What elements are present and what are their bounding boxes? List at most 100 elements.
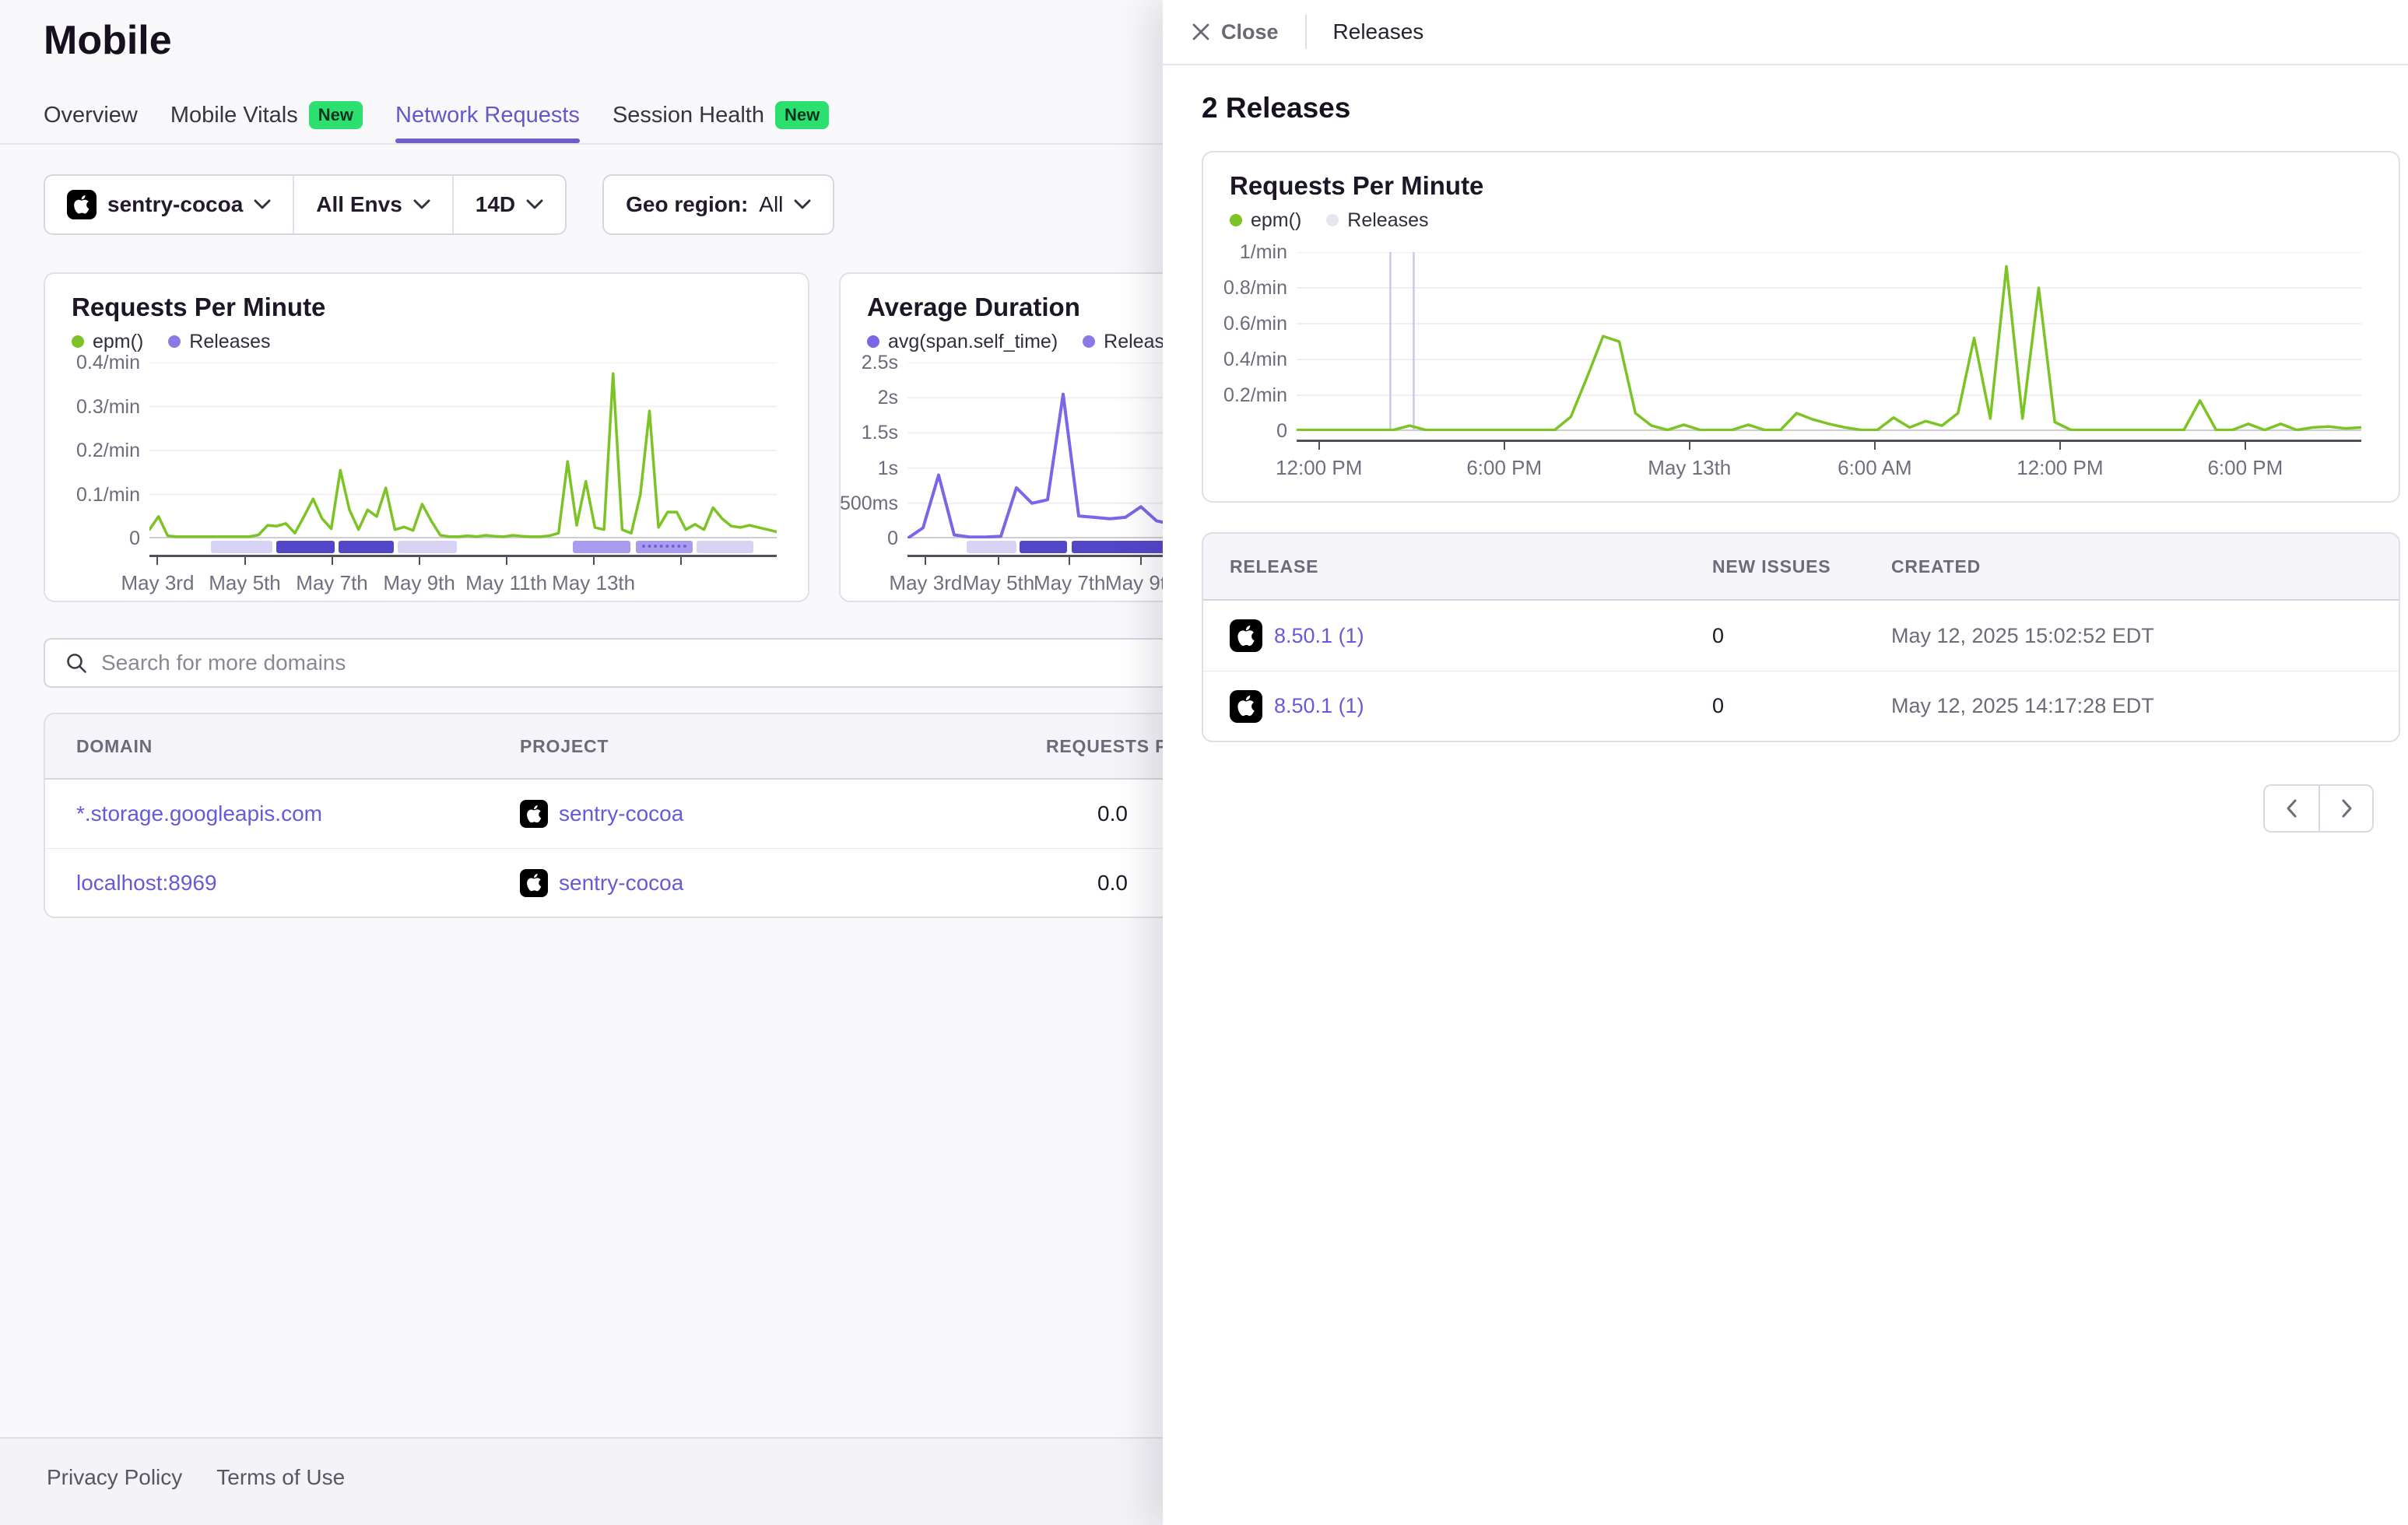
legend-item-epm-[interactable]: epm()	[1230, 209, 1301, 232]
y-tick-label: 1/min	[1239, 241, 1287, 263]
releases-count-heading: 2 Releases	[1202, 92, 1351, 124]
apple-icon	[520, 800, 548, 828]
apple-icon	[520, 868, 548, 897]
release-band[interactable]	[339, 541, 394, 553]
close-button[interactable]: Close	[1191, 20, 1279, 44]
release-band[interactable]	[398, 541, 457, 553]
chart-plot[interactable]	[1297, 252, 2361, 431]
table-row: *.storage.googleapis.com sentry-cocoa 0.0	[45, 780, 2346, 848]
release-band[interactable]	[573, 541, 631, 553]
legend-item-releases[interactable]: Releases	[168, 330, 271, 353]
y-tick-label: 0	[129, 528, 140, 549]
releases-table-header: RELEASE NEW ISSUES CREATED	[1203, 534, 2399, 601]
y-axis: 1/min 0.8/min 0.6/min 0.4/min 0.2/min 0	[1222, 241, 1297, 442]
release-bands-track	[907, 541, 1515, 553]
privacy-policy-link[interactable]: Privacy Policy	[47, 1465, 183, 1489]
col-header-created[interactable]: CREATED	[1891, 556, 1982, 577]
geo-region-selector[interactable]: Geo region: All	[604, 176, 833, 233]
x-tick-label: May 7th	[296, 571, 368, 594]
x-tick-label: May 7th	[1034, 571, 1106, 594]
panel-title: Releases	[1332, 19, 1424, 44]
release-band[interactable]	[276, 541, 335, 553]
project-selector-value: sentry-cocoa	[107, 192, 244, 216]
y-tick-label: 2s	[877, 387, 898, 409]
legend-label: Releases	[189, 330, 271, 352]
release-band[interactable]	[966, 541, 1016, 553]
project-link[interactable]: sentry-cocoa	[559, 801, 684, 826]
tab-mobile-vitals[interactable]: Mobile Vitals New	[170, 98, 363, 132]
created-timestamp: May 12, 2025 15:02:52 EDT	[1891, 623, 2154, 647]
x-tick-mark	[2244, 442, 2246, 450]
tab-bar: Overview Mobile Vitals New Network Requests…	[44, 98, 830, 143]
x-tick-mark	[1069, 557, 1071, 565]
legend-dot	[1230, 214, 1242, 226]
pagination	[2263, 784, 2374, 833]
date-range-selector[interactable]: 14D	[451, 176, 565, 233]
tab-session-health[interactable]: Session Health New	[612, 98, 830, 132]
x-tick-mark	[1318, 442, 1320, 450]
y-tick-label: 500ms	[839, 492, 898, 514]
release-band[interactable]	[635, 541, 693, 553]
x-tick-label: May 3rd	[121, 571, 195, 594]
x-tick-mark	[505, 557, 507, 565]
chart-legend: epm() Releases	[1230, 209, 2399, 232]
requests-per-minute-value: 0.0	[1097, 870, 1128, 895]
legend-item-epm-[interactable]: epm()	[72, 331, 143, 353]
tab-label: Mobile Vitals	[170, 102, 298, 128]
page-filter-group: sentry-cocoa All Envs 14D	[44, 174, 567, 235]
new-issues-count: 0	[1712, 623, 1725, 647]
domain-link[interactable]: *.storage.googleapis.com	[76, 801, 322, 826]
terms-of-use-link[interactable]: Terms of Use	[216, 1465, 346, 1489]
chevron-left-icon	[2287, 799, 2296, 818]
x-axis: 12:00 PM 6:00 PM May 13th 6:00 AM 12:00 PM 6:…	[1276, 440, 2361, 485]
tab-label: Session Health	[612, 102, 764, 128]
release-band[interactable]	[1020, 541, 1068, 553]
new-issues-count: 0	[1712, 694, 1725, 717]
previous-page-button[interactable]	[2263, 784, 2318, 833]
y-tick-label: 0.4/min	[76, 352, 140, 373]
project-link[interactable]: sentry-cocoa	[559, 870, 684, 895]
x-tick-label: May 5th	[209, 571, 281, 594]
new-badge: New	[775, 101, 830, 129]
legend-dot	[168, 335, 181, 348]
tab-network-requests[interactable]: Network Requests	[395, 98, 580, 143]
col-header-domain[interactable]: DOMAIN	[76, 735, 153, 756]
x-tick-mark	[156, 557, 159, 565]
y-tick-label: 0	[887, 528, 898, 549]
release-bands-track	[1297, 433, 2361, 438]
tab-overview[interactable]: Overview	[44, 98, 138, 132]
panel-header: Close Releases	[1163, 0, 2408, 65]
next-page-button[interactable]	[2318, 784, 2374, 833]
chevron-down-icon	[794, 199, 811, 209]
col-header-project[interactable]: PROJECT	[520, 735, 609, 756]
legend-item-avg-span-self-time-[interactable]: avg(span.self_time)	[867, 331, 1058, 353]
release-band[interactable]	[1071, 541, 1175, 553]
releases-table: RELEASE NEW ISSUES CREATED 8.50.1 (1) 0 Ma…	[1202, 532, 2400, 742]
apple-icon	[67, 190, 97, 219]
col-header-release[interactable]: RELEASE	[1230, 556, 1319, 577]
domain-link[interactable]: localhost:8969	[76, 870, 217, 895]
release-link[interactable]: 8.50.1 (1)	[1274, 623, 1364, 647]
x-tick-mark	[1688, 442, 1690, 450]
project-selector[interactable]: sentry-cocoa	[45, 176, 293, 233]
chart-plot[interactable]	[149, 363, 777, 538]
release-band[interactable]	[696, 541, 754, 553]
legend-item-releases[interactable]: Releases	[1326, 209, 1429, 232]
page-title: Mobile	[44, 18, 172, 63]
x-tick-mark	[679, 557, 682, 565]
legend-label: epm()	[1251, 209, 1302, 231]
y-tick-label: 0.3/min	[76, 395, 140, 418]
x-tick-mark	[1873, 442, 1876, 450]
release-link[interactable]: 8.50.1 (1)	[1274, 694, 1364, 717]
col-header-new-issues[interactable]: NEW ISSUES	[1712, 556, 1831, 577]
date-range-value: 14D	[475, 192, 516, 216]
x-tick-label: May 13th	[1648, 456, 1732, 479]
release-band[interactable]	[210, 541, 272, 553]
chevron-down-icon	[413, 199, 430, 209]
geo-region-value: All	[759, 192, 784, 216]
environment-selector[interactable]: All Envs	[293, 176, 451, 233]
environment-selector-value: All Envs	[316, 192, 402, 216]
chart-legend: epm() Releases	[72, 331, 808, 352]
col-header-requests[interactable]: REQUESTS P	[1046, 735, 1168, 756]
